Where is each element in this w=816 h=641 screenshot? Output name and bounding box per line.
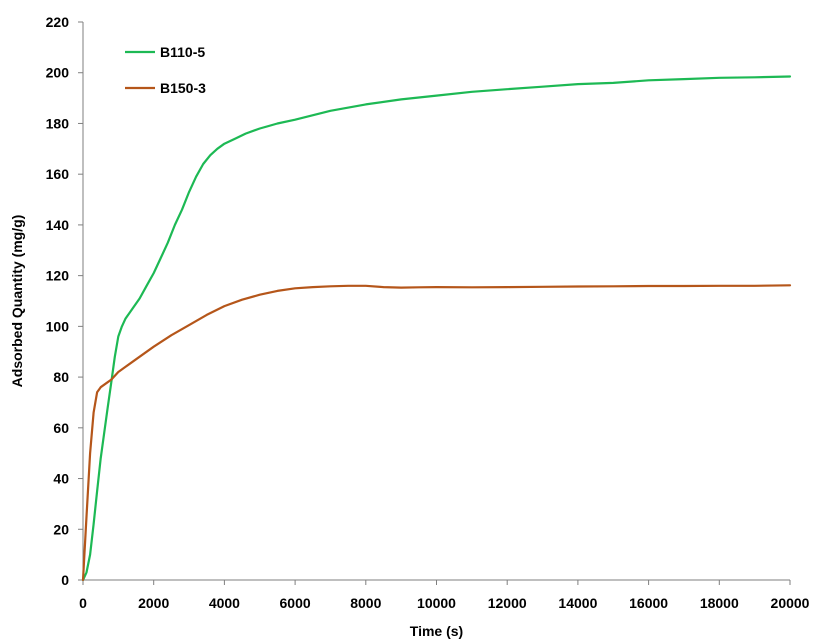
legend-label-b150-3: B150-3 — [160, 80, 206, 96]
y-tick-label: 100 — [46, 318, 70, 334]
ticks: 0 20 40 60 80 100 120 140 160 180 200 220 0 2000 4000 6… — [46, 14, 810, 611]
y-axis-title: Adsorbed Quantity (mg/g) — [9, 215, 25, 388]
x-tick-label: 8000 — [350, 595, 381, 611]
y-tick-label: 40 — [53, 471, 69, 487]
x-tick-label: 18000 — [700, 595, 739, 611]
series-line-b150-3 — [81, 284, 792, 582]
y-tick-label: 0 — [61, 572, 69, 588]
y-tick-label: 200 — [46, 65, 70, 81]
y-tick-label: 80 — [53, 369, 69, 385]
series-line-b110-5 — [81, 75, 792, 582]
y-tick-label: 180 — [46, 115, 70, 131]
y-tick-label: 140 — [46, 217, 70, 233]
x-tick-label: 14000 — [558, 595, 597, 611]
y-tick-label: 60 — [53, 420, 69, 436]
series-layer — [81, 75, 792, 582]
x-tick-label: 16000 — [629, 595, 668, 611]
y-tick-label: 220 — [46, 14, 70, 30]
x-tick-label: 12000 — [488, 595, 527, 611]
y-tick-label: 120 — [46, 268, 70, 284]
axes — [82, 22, 790, 581]
x-tick-label: 10000 — [417, 595, 456, 611]
x-axis-title: Time (s) — [410, 623, 463, 639]
y-tick-label: 160 — [46, 166, 70, 182]
x-tick-label: 0 — [79, 595, 87, 611]
x-tick-label: 2000 — [138, 595, 169, 611]
legend-label-b110-5: B110-5 — [160, 44, 205, 60]
x-tick-label: 4000 — [209, 595, 240, 611]
x-tick-label: 6000 — [280, 595, 311, 611]
y-tick-label: 20 — [53, 521, 69, 537]
legend: B110-5 B150-3 — [125, 44, 206, 96]
x-tick-label: 20000 — [771, 595, 810, 611]
